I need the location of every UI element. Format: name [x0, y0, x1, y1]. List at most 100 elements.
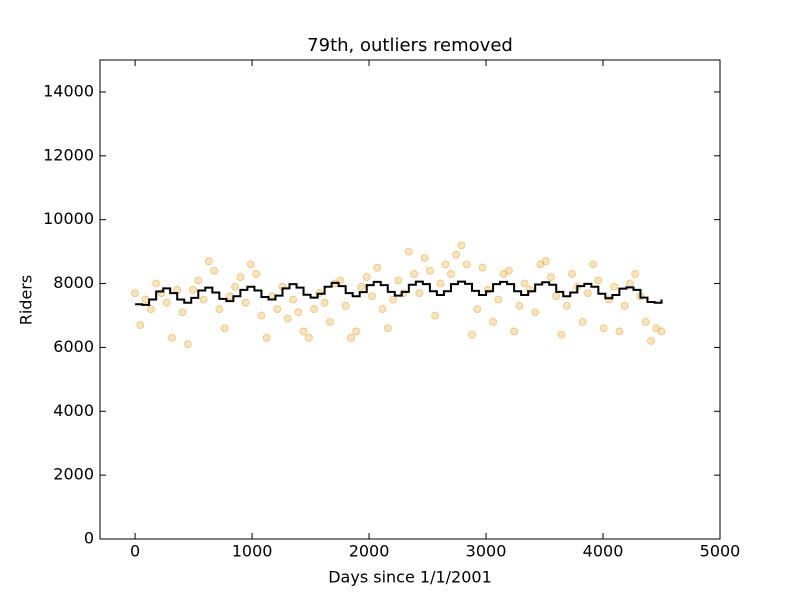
- scatter-point: [194, 276, 203, 285]
- scatter-point: [415, 289, 424, 298]
- scatter-point: [404, 247, 413, 256]
- scatter-point: [620, 301, 629, 310]
- scatter-point: [447, 270, 455, 278]
- scatter-point: [310, 305, 318, 313]
- scatter-point: [568, 270, 576, 278]
- scatter-point: [557, 330, 566, 339]
- scatter-point: [478, 263, 487, 272]
- scatter-point: [615, 327, 624, 336]
- scatter-point: [283, 314, 292, 323]
- scatter-point: [494, 295, 503, 304]
- scatter-point: [289, 295, 297, 304]
- scatter-point: [562, 301, 571, 310]
- scatter-point: [220, 324, 229, 333]
- scatter-point: [610, 282, 619, 291]
- scatter-point: [373, 263, 382, 272]
- scatter-point: [383, 324, 392, 333]
- scatter-point: [231, 282, 240, 291]
- scatter-point: [247, 260, 255, 269]
- scatter-point: [304, 333, 313, 342]
- scatter-point: [257, 311, 266, 320]
- scatter-point: [504, 266, 513, 275]
- scatter-point: [515, 301, 524, 310]
- scatter-point: [425, 266, 434, 275]
- scatter-point: [489, 317, 497, 326]
- y-tick-label: 0: [84, 529, 94, 548]
- scatter-point: [552, 292, 561, 301]
- scatter-point: [420, 254, 429, 262]
- scatter-point: [362, 273, 371, 282]
- scatter-point: [168, 333, 176, 342]
- scatter-point: [626, 279, 634, 288]
- scatter-point: [189, 286, 197, 294]
- x-tick-label: 5000: [700, 542, 741, 561]
- scatter-point: [457, 241, 466, 250]
- scatter-point: [183, 340, 192, 349]
- scatter-point: [547, 273, 555, 282]
- scatter-point: [599, 324, 608, 333]
- scatter-point: [631, 270, 640, 278]
- scatter-point: [468, 330, 476, 339]
- scatter-point: [141, 295, 150, 304]
- scatter-point: [204, 257, 213, 266]
- scatter-point: [462, 260, 471, 269]
- scatter-point: [578, 317, 587, 326]
- scatter-point: [352, 327, 361, 336]
- scatter-point: [436, 279, 445, 288]
- x-axis-label: Days since 1/1/2001: [328, 568, 492, 587]
- y-tick-label: 10000: [43, 209, 94, 228]
- scatter-point: [215, 305, 224, 313]
- scatter-point: [473, 305, 482, 313]
- scatter-point: [347, 333, 355, 342]
- scatter-point: [604, 295, 613, 304]
- y-tick-label: 6000: [53, 337, 94, 356]
- axes-frame: [99, 59, 721, 540]
- y-tick-label: 4000: [53, 401, 94, 420]
- scatter-point: [199, 295, 208, 304]
- scatter-point: [299, 327, 308, 336]
- scatter-point: [178, 308, 187, 317]
- y-tick-label: 2000: [53, 465, 94, 484]
- scatter-point: [225, 292, 234, 301]
- x-tick-label: 1000: [232, 542, 273, 561]
- scatter-point: [541, 257, 550, 266]
- x-tick-label: 3000: [466, 542, 507, 561]
- scatter-point: [162, 298, 171, 307]
- scatter-point: [210, 266, 218, 275]
- scatter-point: [131, 289, 139, 298]
- x-tick-label: 0: [130, 542, 140, 561]
- scatter-point: [410, 270, 418, 278]
- scatter-point: [452, 250, 461, 259]
- scatter-point: [341, 301, 350, 310]
- plot-area: [131, 241, 666, 349]
- y-tick-label: 14000: [43, 81, 94, 100]
- scatter-point: [152, 279, 161, 288]
- scatter-point: [320, 298, 329, 307]
- scatter-point: [394, 276, 403, 285]
- scatter-point: [583, 289, 592, 298]
- scatter-point: [531, 308, 540, 317]
- scatter-point: [294, 308, 303, 317]
- scatter-point: [431, 311, 440, 320]
- y-tick-label: 8000: [53, 273, 94, 292]
- scatter-point: [510, 327, 519, 336]
- scatter-point: [262, 333, 271, 342]
- scatter-point: [136, 321, 145, 329]
- scatter-point: [641, 317, 650, 326]
- scatter-point: [146, 305, 155, 313]
- y-axis-label: Riders: [17, 275, 36, 325]
- scatter-point: [241, 298, 250, 307]
- scatter-point: [389, 295, 397, 304]
- scatter-point: [378, 305, 387, 313]
- step-line: [135, 280, 663, 306]
- scatter-point: [441, 260, 450, 269]
- scatter-point: [273, 305, 282, 313]
- x-tick-label: 4000: [583, 542, 624, 561]
- scatter-point: [252, 270, 261, 278]
- scatter-point: [357, 282, 366, 291]
- scatter-point: [236, 273, 245, 282]
- scatter-point: [647, 337, 655, 345]
- scatter-point: [594, 276, 603, 285]
